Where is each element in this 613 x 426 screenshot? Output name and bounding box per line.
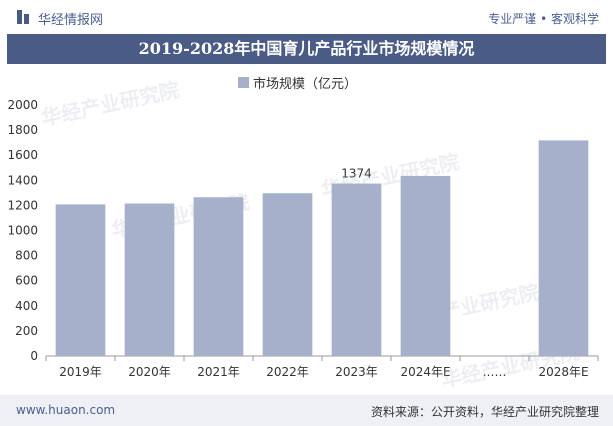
bar	[262, 193, 313, 356]
chart-title: 2019-2028年中国育儿产品行业市场规模情况	[138, 39, 475, 58]
x-tick-label: 2021年	[197, 365, 240, 379]
y-tick-label: 1000	[7, 224, 38, 238]
slogan: 专业严谨 • 客观科学	[488, 12, 599, 26]
y-tick-label: 1200	[7, 198, 38, 212]
legend-swatch	[238, 76, 249, 88]
x-tick-label: 2022年	[266, 365, 309, 379]
bar	[400, 175, 451, 356]
y-tick-label: 0	[30, 349, 38, 363]
footer-site-link[interactable]: www.huaon.com	[16, 403, 116, 417]
chart-legend: 市场规模（亿元）	[238, 72, 357, 92]
bar-chart: 0 200 400 600 800 1000 1200 1400 1600 1800 2000 201…	[7, 98, 599, 379]
bar	[55, 204, 106, 356]
brand-name: 华经情报网	[38, 13, 104, 28]
y-tick-label: 1600	[7, 148, 38, 162]
x-tick-label: 2020年	[128, 365, 171, 379]
y-tick-label: 2000	[7, 98, 38, 112]
x-tick-label: 2028年E	[538, 365, 588, 379]
bar	[538, 140, 589, 356]
footer-source: 资料来源：公开资料，华经产业研究院整理	[370, 405, 599, 419]
top-bar: 华经情报网 专业严谨 • 客观科学	[0, 0, 613, 34]
chart-title-bar: 2019-2028年中国育儿产品行业市场规模情况	[7, 34, 606, 64]
x-tick-label: 2019年	[59, 365, 102, 379]
brand-logo-icon	[17, 10, 29, 24]
bar	[331, 183, 382, 356]
y-tick-label: 1400	[7, 173, 38, 187]
y-tick-label: 200	[15, 324, 38, 338]
y-tick-label: 600	[15, 274, 38, 288]
legend-label: 市场规模（亿元）	[253, 76, 358, 92]
data-label: 1374	[341, 167, 372, 181]
bar	[124, 203, 175, 356]
y-tick-label: 1800	[7, 123, 38, 137]
y-tick-label: 400	[15, 299, 38, 313]
footer-bar: www.huaon.com 资料来源：公开资料，华经产业研究院整理	[0, 395, 613, 426]
x-tick-label: 2023年	[335, 365, 378, 379]
x-tick-label: ……	[483, 365, 507, 379]
bar	[193, 197, 244, 356]
y-tick-label: 800	[15, 249, 38, 263]
x-tick-label: 2024年E	[400, 365, 450, 379]
